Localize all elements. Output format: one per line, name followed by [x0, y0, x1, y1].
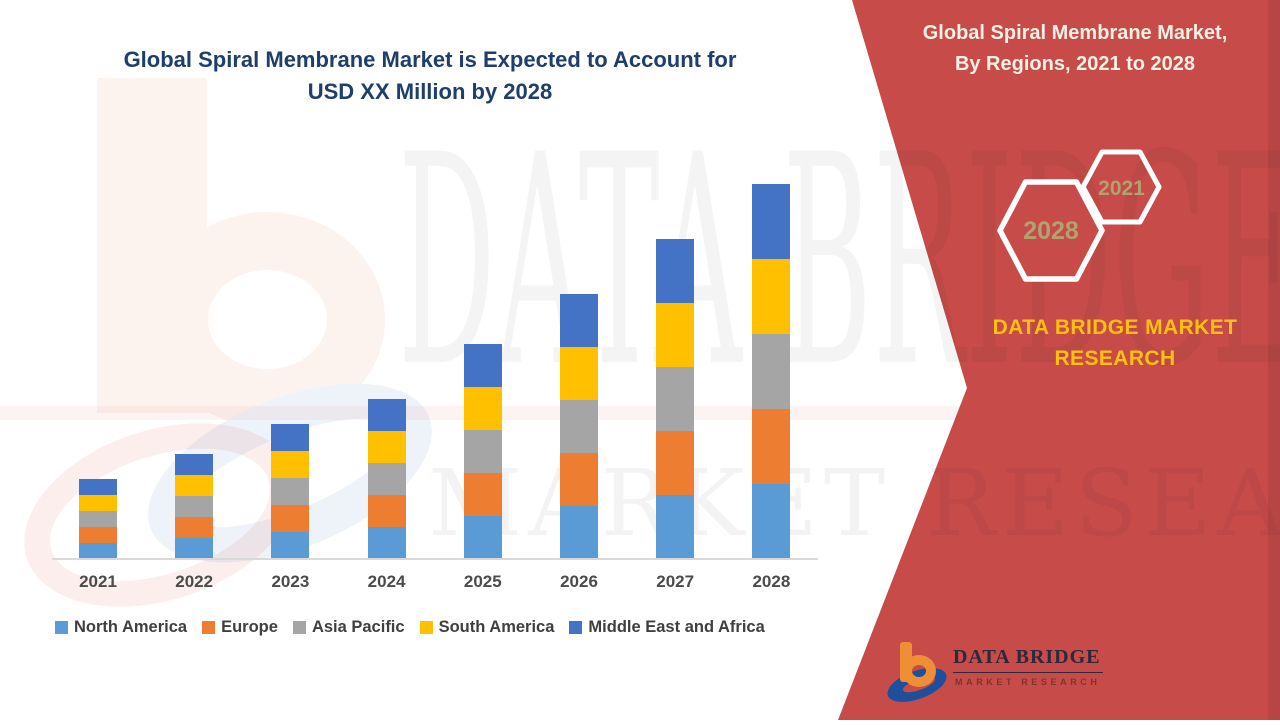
brand-text-line1: DATA BRIDGE MARKET	[992, 316, 1238, 339]
x-axis-label-2023: 2023	[271, 572, 310, 591]
hexagon-2021-shape	[1080, 149, 1162, 225]
bar-segment-europe-2023	[271, 505, 310, 532]
bar-segment-europe-2024	[367, 495, 406, 527]
legend-marker-south-america	[419, 620, 433, 634]
chart-legend: North America Europe Asia Pacific South Ame…	[55, 616, 765, 638]
panel-heading-line2: By Regions, 2021 to 2028	[954, 53, 1196, 75]
bar-segment-north-america-2026	[560, 506, 598, 559]
bar-segment-north-america-2022	[175, 538, 214, 559]
legend-item-europe: Europe	[202, 618, 278, 637]
brand-text-line2: RESEARCH	[1054, 347, 1176, 370]
x-axis-label-2025: 2025	[463, 572, 502, 591]
bar-segment-europe-2022	[175, 517, 214, 538]
data-bridge-logo: DATA BRIDGE MARKET RESEARCH	[880, 630, 1130, 710]
bar-segment-middle-east-and-africa-2022	[175, 454, 214, 475]
logo-title: DATA BRIDGE	[953, 646, 1103, 673]
legend-label-middle-east-and-africa: Middle East and Africa	[588, 617, 765, 636]
legend-item-middle-east-and-africa: Middle East and Africa	[569, 617, 765, 637]
panel-heading: Global Spiral Membrane Market, By Region…	[880, 18, 1270, 80]
bar-2023	[271, 424, 310, 559]
bar-2022	[175, 454, 214, 559]
bar-segment-north-america-2028	[752, 484, 791, 559]
chart-title: Global Spiral Membrane Market is Expecte…	[30, 44, 830, 108]
bar-segment-middle-east-and-africa-2024	[367, 399, 406, 431]
legend-label-asia-pacific: Asia Pacific	[311, 617, 405, 636]
bar-segment-south-america-2025	[463, 387, 502, 430]
bar-segment-middle-east-and-africa-2026	[560, 294, 598, 347]
bar-segment-north-america-2023	[271, 532, 310, 559]
bar-segment-asia-pacific-2028	[752, 334, 791, 409]
bar-segment-asia-pacific-2026	[560, 400, 598, 453]
bar-segment-middle-east-and-africa-2023	[271, 424, 310, 451]
legend-label-north-america: North America	[74, 617, 188, 636]
bar-segment-south-america-2024	[367, 431, 406, 463]
logo-subtitle: MARKET RESEARCH	[955, 677, 1101, 687]
bar-segment-middle-east-and-africa-2028	[752, 184, 791, 259]
chart-title-line1: Global Spiral Membrane Market is Expecte…	[123, 47, 737, 72]
legend-marker-europe	[202, 620, 216, 634]
bar-segment-europe-2021	[79, 527, 117, 543]
chart-title-line2: USD XX Million by 2028	[307, 79, 553, 104]
x-axis-label-2027: 2027	[656, 572, 695, 591]
x-axis-label-2028: 2028	[752, 572, 791, 591]
logo-b-bowl-icon	[902, 655, 936, 687]
legend-item-asia-pacific: Asia Pacific	[292, 617, 405, 637]
brand-text: DATA BRIDGE MARKET RESEARCH	[950, 312, 1280, 374]
bar-segment-asia-pacific-2022	[175, 496, 214, 517]
bar-segment-south-america-2021	[79, 495, 117, 511]
bar-segment-south-america-2027	[656, 303, 695, 367]
x-axis-line	[52, 558, 818, 560]
bar-segment-north-america-2024	[367, 527, 406, 559]
bar-segment-asia-pacific-2024	[367, 463, 406, 495]
bar-segment-south-america-2026	[560, 347, 598, 400]
legend-marker-asia-pacific	[292, 620, 306, 634]
bar-segment-asia-pacific-2021	[79, 511, 117, 527]
panel-heading-line1: Global Spiral Membrane Market,	[922, 22, 1228, 44]
hexagon-2021-label: 2021	[1098, 177, 1145, 200]
bar-segment-south-america-2022	[175, 475, 214, 496]
bar-segment-europe-2028	[752, 409, 791, 484]
hexagon-badges: 2021 2028	[997, 149, 1162, 282]
legend-marker-middle-east-and-africa	[569, 620, 583, 634]
bar-segment-middle-east-and-africa-2021	[79, 479, 117, 495]
bar-segment-middle-east-and-africa-2025	[463, 344, 502, 387]
x-axis-label-2021: 2021	[79, 572, 117, 591]
bar-2021	[79, 479, 117, 559]
legend-marker-north-america	[55, 620, 68, 634]
bar-segment-europe-2027	[656, 431, 695, 495]
bar-segment-europe-2025	[463, 473, 502, 516]
bar-segment-north-america-2025	[463, 516, 502, 559]
bar-segment-asia-pacific-2027	[656, 367, 695, 431]
bar-segment-asia-pacific-2025	[463, 430, 502, 473]
bar-2024	[367, 399, 406, 559]
x-axis-label-2024: 2024	[367, 572, 406, 591]
bar-segment-europe-2026	[560, 453, 598, 506]
bar-segment-south-america-2028	[752, 259, 791, 334]
bar-segment-north-america-2021	[79, 543, 117, 559]
hexagon-2028-label: 2028	[1023, 217, 1079, 245]
legend-item-south-america: South America	[419, 617, 555, 637]
bar-segment-middle-east-and-africa-2027	[656, 239, 695, 303]
legend-label-south-america: South America	[438, 617, 555, 636]
x-axis-label-2022: 2022	[175, 572, 214, 591]
hexagon-2028-shape	[997, 179, 1105, 282]
bar-2025	[463, 344, 502, 559]
bar-segment-asia-pacific-2023	[271, 478, 310, 505]
bar-2026	[560, 294, 598, 559]
legend-label-europe: Europe	[221, 617, 278, 636]
legend-item-north-america: North America	[55, 618, 187, 637]
bar-segment-south-america-2023	[271, 451, 310, 478]
bar-2027	[656, 239, 695, 559]
bar-segment-north-america-2027	[656, 495, 695, 559]
x-axis-label-2026: 2026	[560, 572, 598, 591]
bar-2028	[752, 184, 791, 559]
